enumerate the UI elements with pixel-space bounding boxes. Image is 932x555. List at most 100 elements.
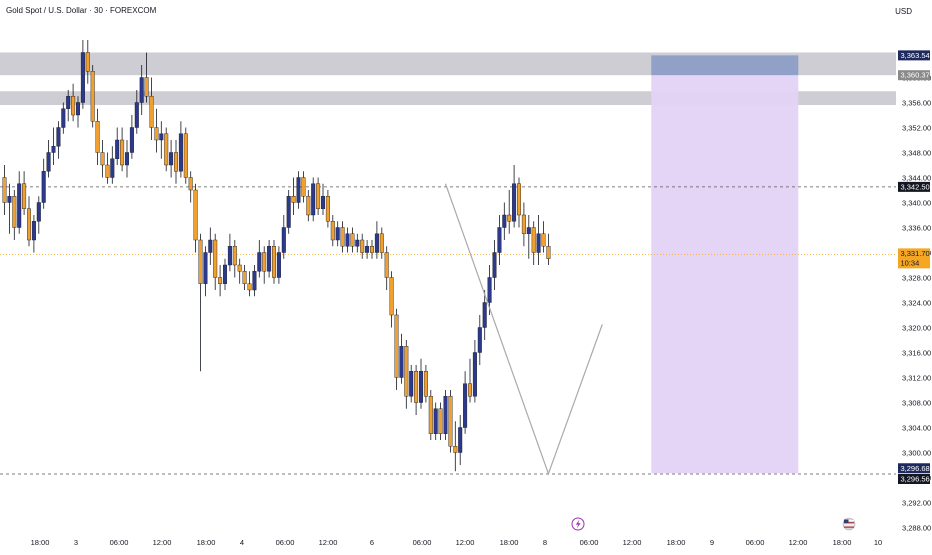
candle[interactable] [345,227,350,253]
currency-label[interactable]: USD [895,7,912,16]
lightning-event-icon[interactable] [571,517,585,531]
candle[interactable] [492,240,497,290]
candle[interactable] [370,240,375,259]
candle[interactable] [159,121,164,159]
candle[interactable] [374,221,379,259]
candle[interactable] [124,140,129,178]
price-label-4[interactable]: 3,296.68 [898,463,930,474]
candle[interactable] [7,183,12,234]
candle[interactable] [394,308,399,390]
position-target-zone[interactable] [651,75,799,474]
candle[interactable] [164,127,169,172]
candle[interactable] [31,215,36,253]
candle[interactable] [330,215,335,247]
candle[interactable] [438,402,443,441]
candle[interactable] [463,371,468,434]
candle[interactable] [526,215,531,259]
candle[interactable] [36,196,41,234]
candle[interactable] [546,233,551,265]
candle[interactable] [399,333,404,384]
candle[interactable] [531,221,536,265]
candle[interactable] [51,127,56,166]
candle[interactable] [100,140,105,178]
candle[interactable] [301,171,306,203]
candle[interactable] [404,340,409,409]
candle[interactable] [419,358,424,409]
candle[interactable] [272,240,277,284]
candle[interactable] [306,190,311,222]
candle[interactable] [512,165,517,228]
candle[interactable] [27,196,32,247]
candle[interactable] [198,233,203,372]
candle[interactable] [296,171,301,209]
position-stop-zone[interactable] [651,55,799,76]
candle[interactable] [507,190,512,234]
candle[interactable] [66,90,71,122]
candle[interactable] [12,190,17,240]
candle[interactable] [281,215,286,259]
candle[interactable] [169,140,174,178]
candle[interactable] [316,177,321,216]
candle[interactable] [149,77,154,141]
candle[interactable] [154,108,159,153]
price-label-2[interactable]: 3,342.50 [898,181,930,192]
candle[interactable] [75,96,80,128]
candle[interactable] [90,65,95,128]
candle[interactable] [389,271,394,328]
candle[interactable] [85,40,90,84]
candle[interactable] [247,271,252,297]
candle[interactable] [227,233,232,272]
candle[interactable] [355,233,360,253]
candle[interactable] [262,246,267,284]
candle[interactable] [321,183,326,215]
candle[interactable] [502,202,507,241]
candle[interactable] [311,177,316,222]
candle[interactable] [105,152,110,184]
zigzag-drawing[interactable] [444,183,603,476]
candle[interactable] [213,233,218,290]
candle[interactable] [46,140,51,178]
candle[interactable] [183,127,188,184]
candle[interactable] [115,127,120,166]
price-label-5[interactable]: 3,296.56 [898,474,930,484]
candle[interactable] [414,365,419,415]
candle[interactable] [252,265,257,297]
flag-event-icon[interactable] [842,517,856,531]
candle[interactable] [178,121,183,178]
candle[interactable] [276,246,281,284]
candle[interactable] [453,421,458,472]
candle[interactable] [120,127,125,172]
candle[interactable] [129,115,134,159]
candle[interactable] [218,265,223,297]
candle[interactable] [360,233,365,259]
candle[interactable] [458,415,463,465]
candle[interactable] [423,365,428,403]
candle[interactable] [340,221,345,253]
price-label-0[interactable]: 3,363.54 [898,50,930,61]
candle[interactable] [232,240,237,278]
candle[interactable] [188,171,193,203]
candle[interactable] [173,140,178,184]
candle[interactable] [208,227,213,266]
candle[interactable] [472,340,477,403]
candle[interactable] [242,265,247,290]
candle[interactable] [286,190,291,234]
candle[interactable] [80,40,85,109]
candle[interactable] [17,171,22,234]
candle[interactable] [22,171,27,215]
candle[interactable] [384,246,389,290]
candle[interactable] [203,246,208,297]
price-label-1[interactable]: 3,360.37 [898,70,930,81]
candle[interactable] [521,202,526,247]
candle[interactable] [110,146,115,184]
candle[interactable] [497,215,502,265]
candle[interactable] [443,390,448,440]
candle[interactable] [2,165,7,215]
candle[interactable] [144,52,149,103]
candle[interactable] [350,227,355,253]
candle[interactable] [71,83,76,122]
candle[interactable] [517,177,522,228]
